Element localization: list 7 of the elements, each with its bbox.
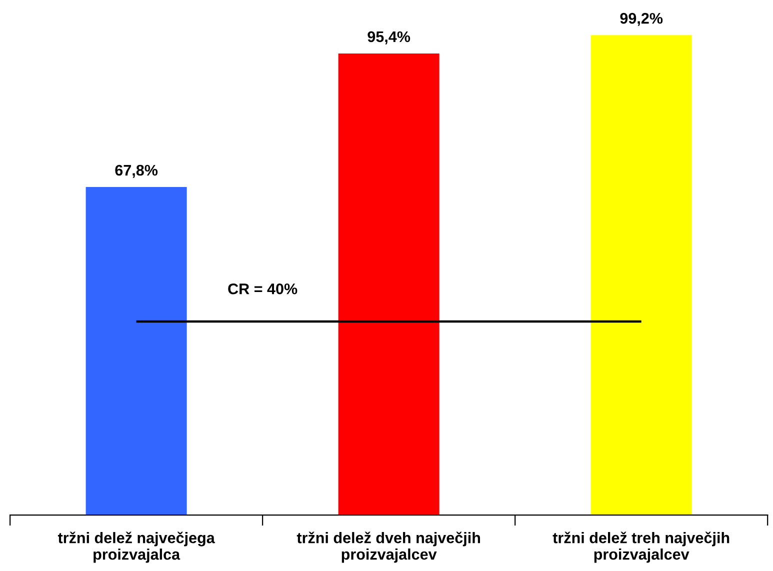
- x-tick-label: tržni delež dveh največjih proizvajalcev: [296, 532, 480, 563]
- ref-line-label: CR = 40%: [228, 283, 298, 294]
- x-tick-label: tržni delež treh največjih proizvajalcev: [552, 532, 730, 563]
- x-tick-label: tržni delež največjega proizvajalca: [58, 532, 215, 563]
- data-label: 99,2%: [620, 12, 663, 26]
- data-label: 67,8%: [115, 164, 158, 178]
- data-label: 95,4%: [368, 31, 410, 44]
